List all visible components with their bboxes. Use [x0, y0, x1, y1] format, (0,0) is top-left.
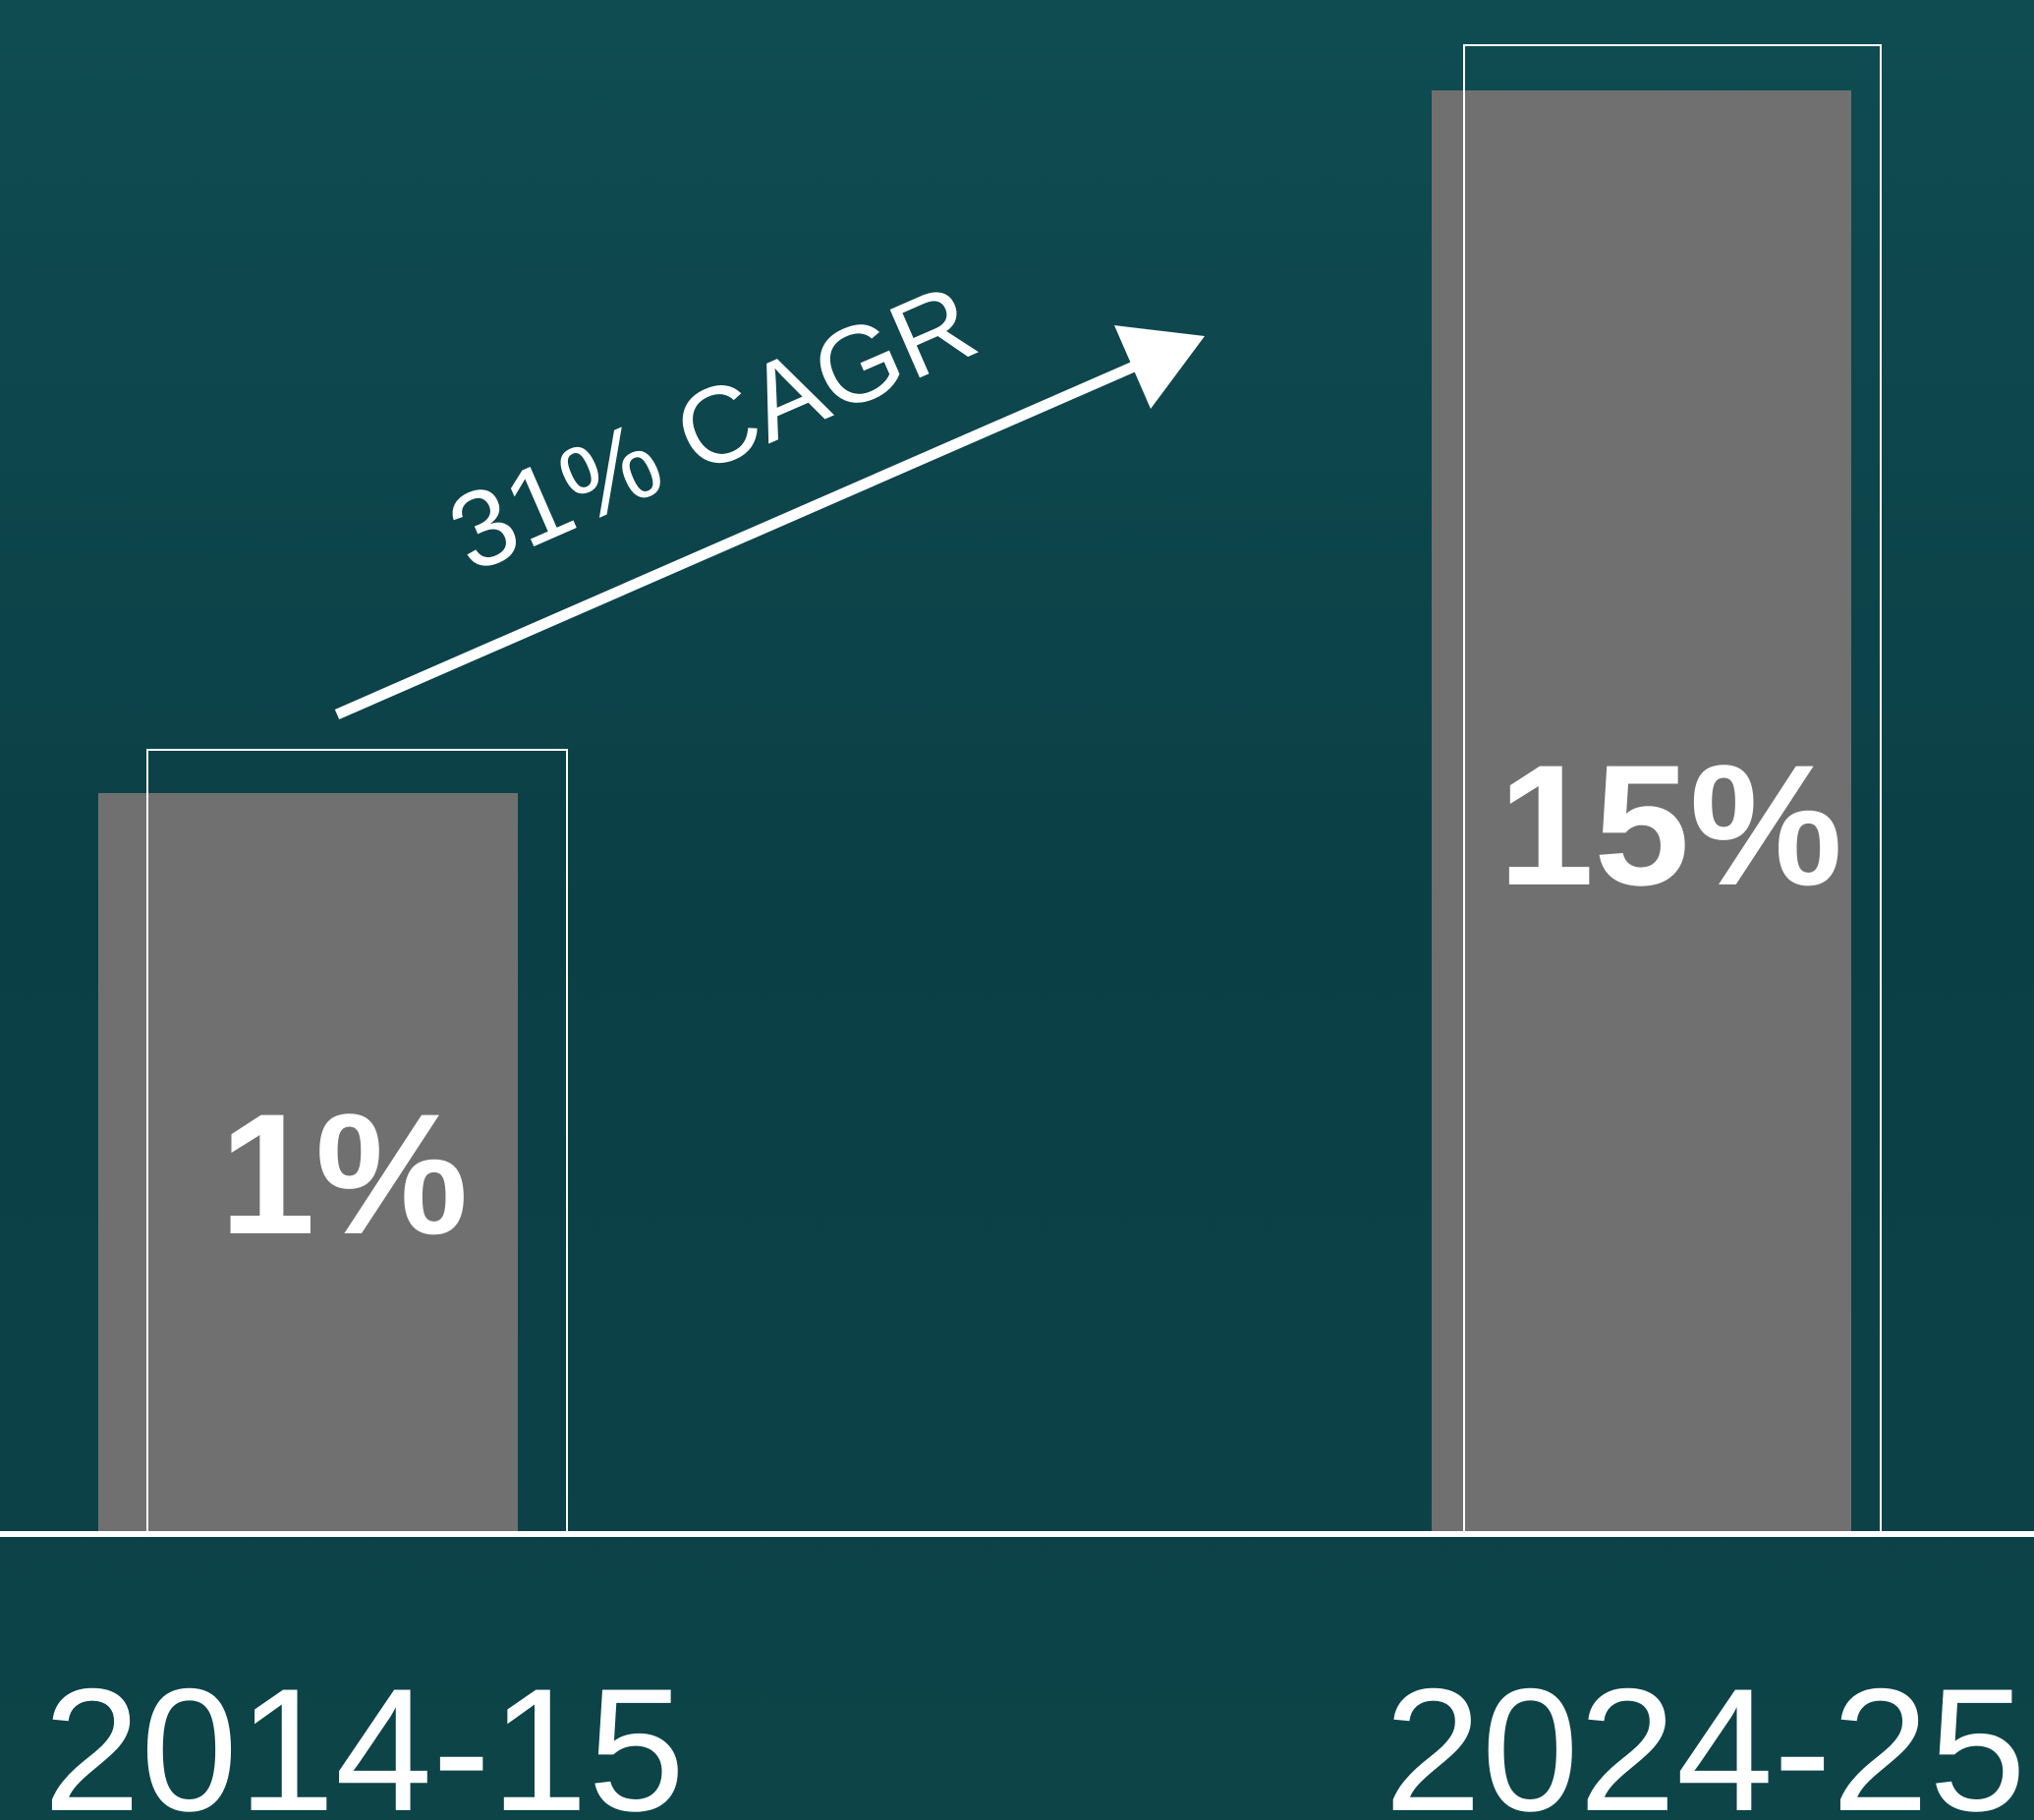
value-label: 15% [1498, 730, 1842, 922]
category-label: 2024-25 [1384, 1652, 2026, 1820]
infographic: 1% 15% 2014-15 2024-25 31% CAGR [0, 0, 2034, 1820]
value-label: 1% [220, 1079, 469, 1271]
category-label: 2014-15 [43, 1652, 685, 1820]
